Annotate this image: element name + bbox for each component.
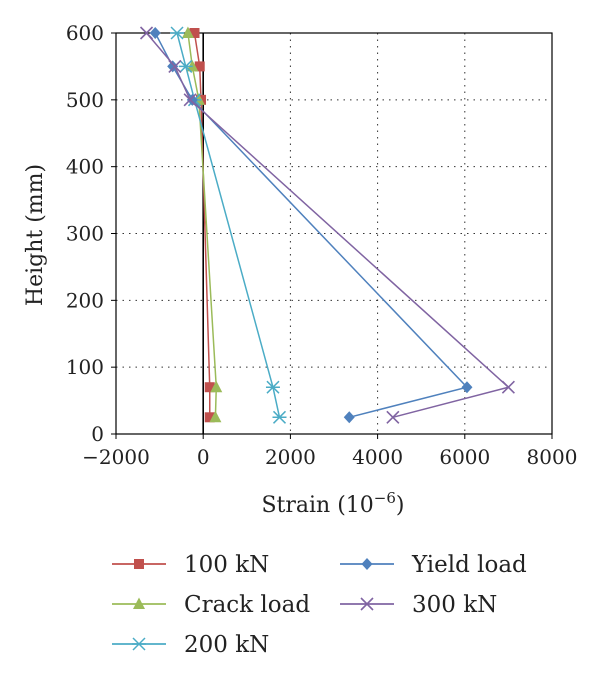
y-tick-label: 400 — [66, 155, 104, 179]
data-point — [209, 410, 222, 423]
legend-swatch-marker — [134, 559, 144, 569]
series-yield-load — [149, 27, 473, 424]
series-300-kn — [139, 26, 515, 424]
legend-entry: 100 kN — [112, 552, 269, 578]
legend-entry: 200 kN — [112, 632, 269, 658]
data-point — [194, 61, 205, 72]
data-point — [178, 59, 193, 73]
series-layer — [139, 26, 515, 424]
legend-label: 300 kN — [412, 592, 497, 618]
legend-label: Crack load — [184, 592, 310, 618]
series-line — [154, 32, 469, 419]
data-point — [501, 380, 515, 394]
x-axis-title: Strain (10−6) — [261, 489, 404, 518]
x-tick-label: −2000 — [82, 445, 150, 469]
series-200-kn — [170, 26, 287, 424]
legend-swatch-marker — [360, 597, 374, 611]
data-point — [189, 28, 200, 38]
y-tick-label: 300 — [66, 222, 104, 246]
x-tick-label: 8000 — [527, 445, 578, 469]
legend-swatch-marker — [132, 637, 146, 651]
x-axis-title-main: Strain (10 — [261, 493, 373, 518]
x-tick-label: 0 — [197, 445, 210, 469]
x-axis-title-exponent: −6 — [374, 489, 396, 507]
data-point — [149, 27, 161, 39]
x-tick-label: 2000 — [265, 445, 316, 469]
data-point — [386, 410, 400, 424]
legend-entry: 300 kN — [340, 592, 497, 618]
legend-label: 100 kN — [184, 552, 269, 578]
legend-entry: Yield load — [340, 552, 527, 578]
data-point — [183, 93, 197, 107]
grid-lines — [116, 33, 552, 434]
x-axis-title-suffix: ) — [396, 493, 405, 518]
data-point — [181, 26, 194, 38]
data-point — [461, 381, 473, 394]
data-point — [210, 380, 223, 393]
data-point — [204, 412, 215, 423]
data-point — [139, 26, 154, 40]
legend-label: 200 kN — [184, 632, 269, 658]
data-point — [272, 410, 287, 424]
series-line — [176, 32, 281, 418]
legend-swatch-marker — [361, 558, 373, 570]
y-axis-title: Height (mm) — [23, 164, 48, 306]
legend-label: Yield load — [411, 552, 527, 578]
y-tick-label: 100 — [66, 355, 104, 379]
y-tick-label: 200 — [66, 288, 104, 312]
data-point — [204, 382, 215, 393]
data-point — [265, 380, 280, 394]
legend-entry: Crack load — [112, 592, 310, 618]
data-point — [168, 59, 182, 73]
x-tick-label: 4000 — [352, 445, 403, 469]
data-point — [170, 26, 185, 40]
series-crack-load — [181, 26, 223, 423]
legend: 100 kN Crack load 200 kN Yield load 300 kN — [112, 552, 527, 658]
y-tick-label: 500 — [66, 88, 104, 112]
y-tick-label: 0 — [91, 422, 104, 446]
y-tick-label: 600 — [66, 21, 104, 45]
y-axis-ticks: 0 100 200 300 400 500 600 — [66, 21, 116, 446]
data-point — [343, 411, 355, 424]
legend-swatch-marker — [133, 597, 145, 609]
series-100-kn — [189, 28, 215, 423]
x-tick-label: 6000 — [439, 445, 490, 469]
x-axis-ticks: −2000 0 2000 4000 6000 8000 — [82, 434, 577, 469]
